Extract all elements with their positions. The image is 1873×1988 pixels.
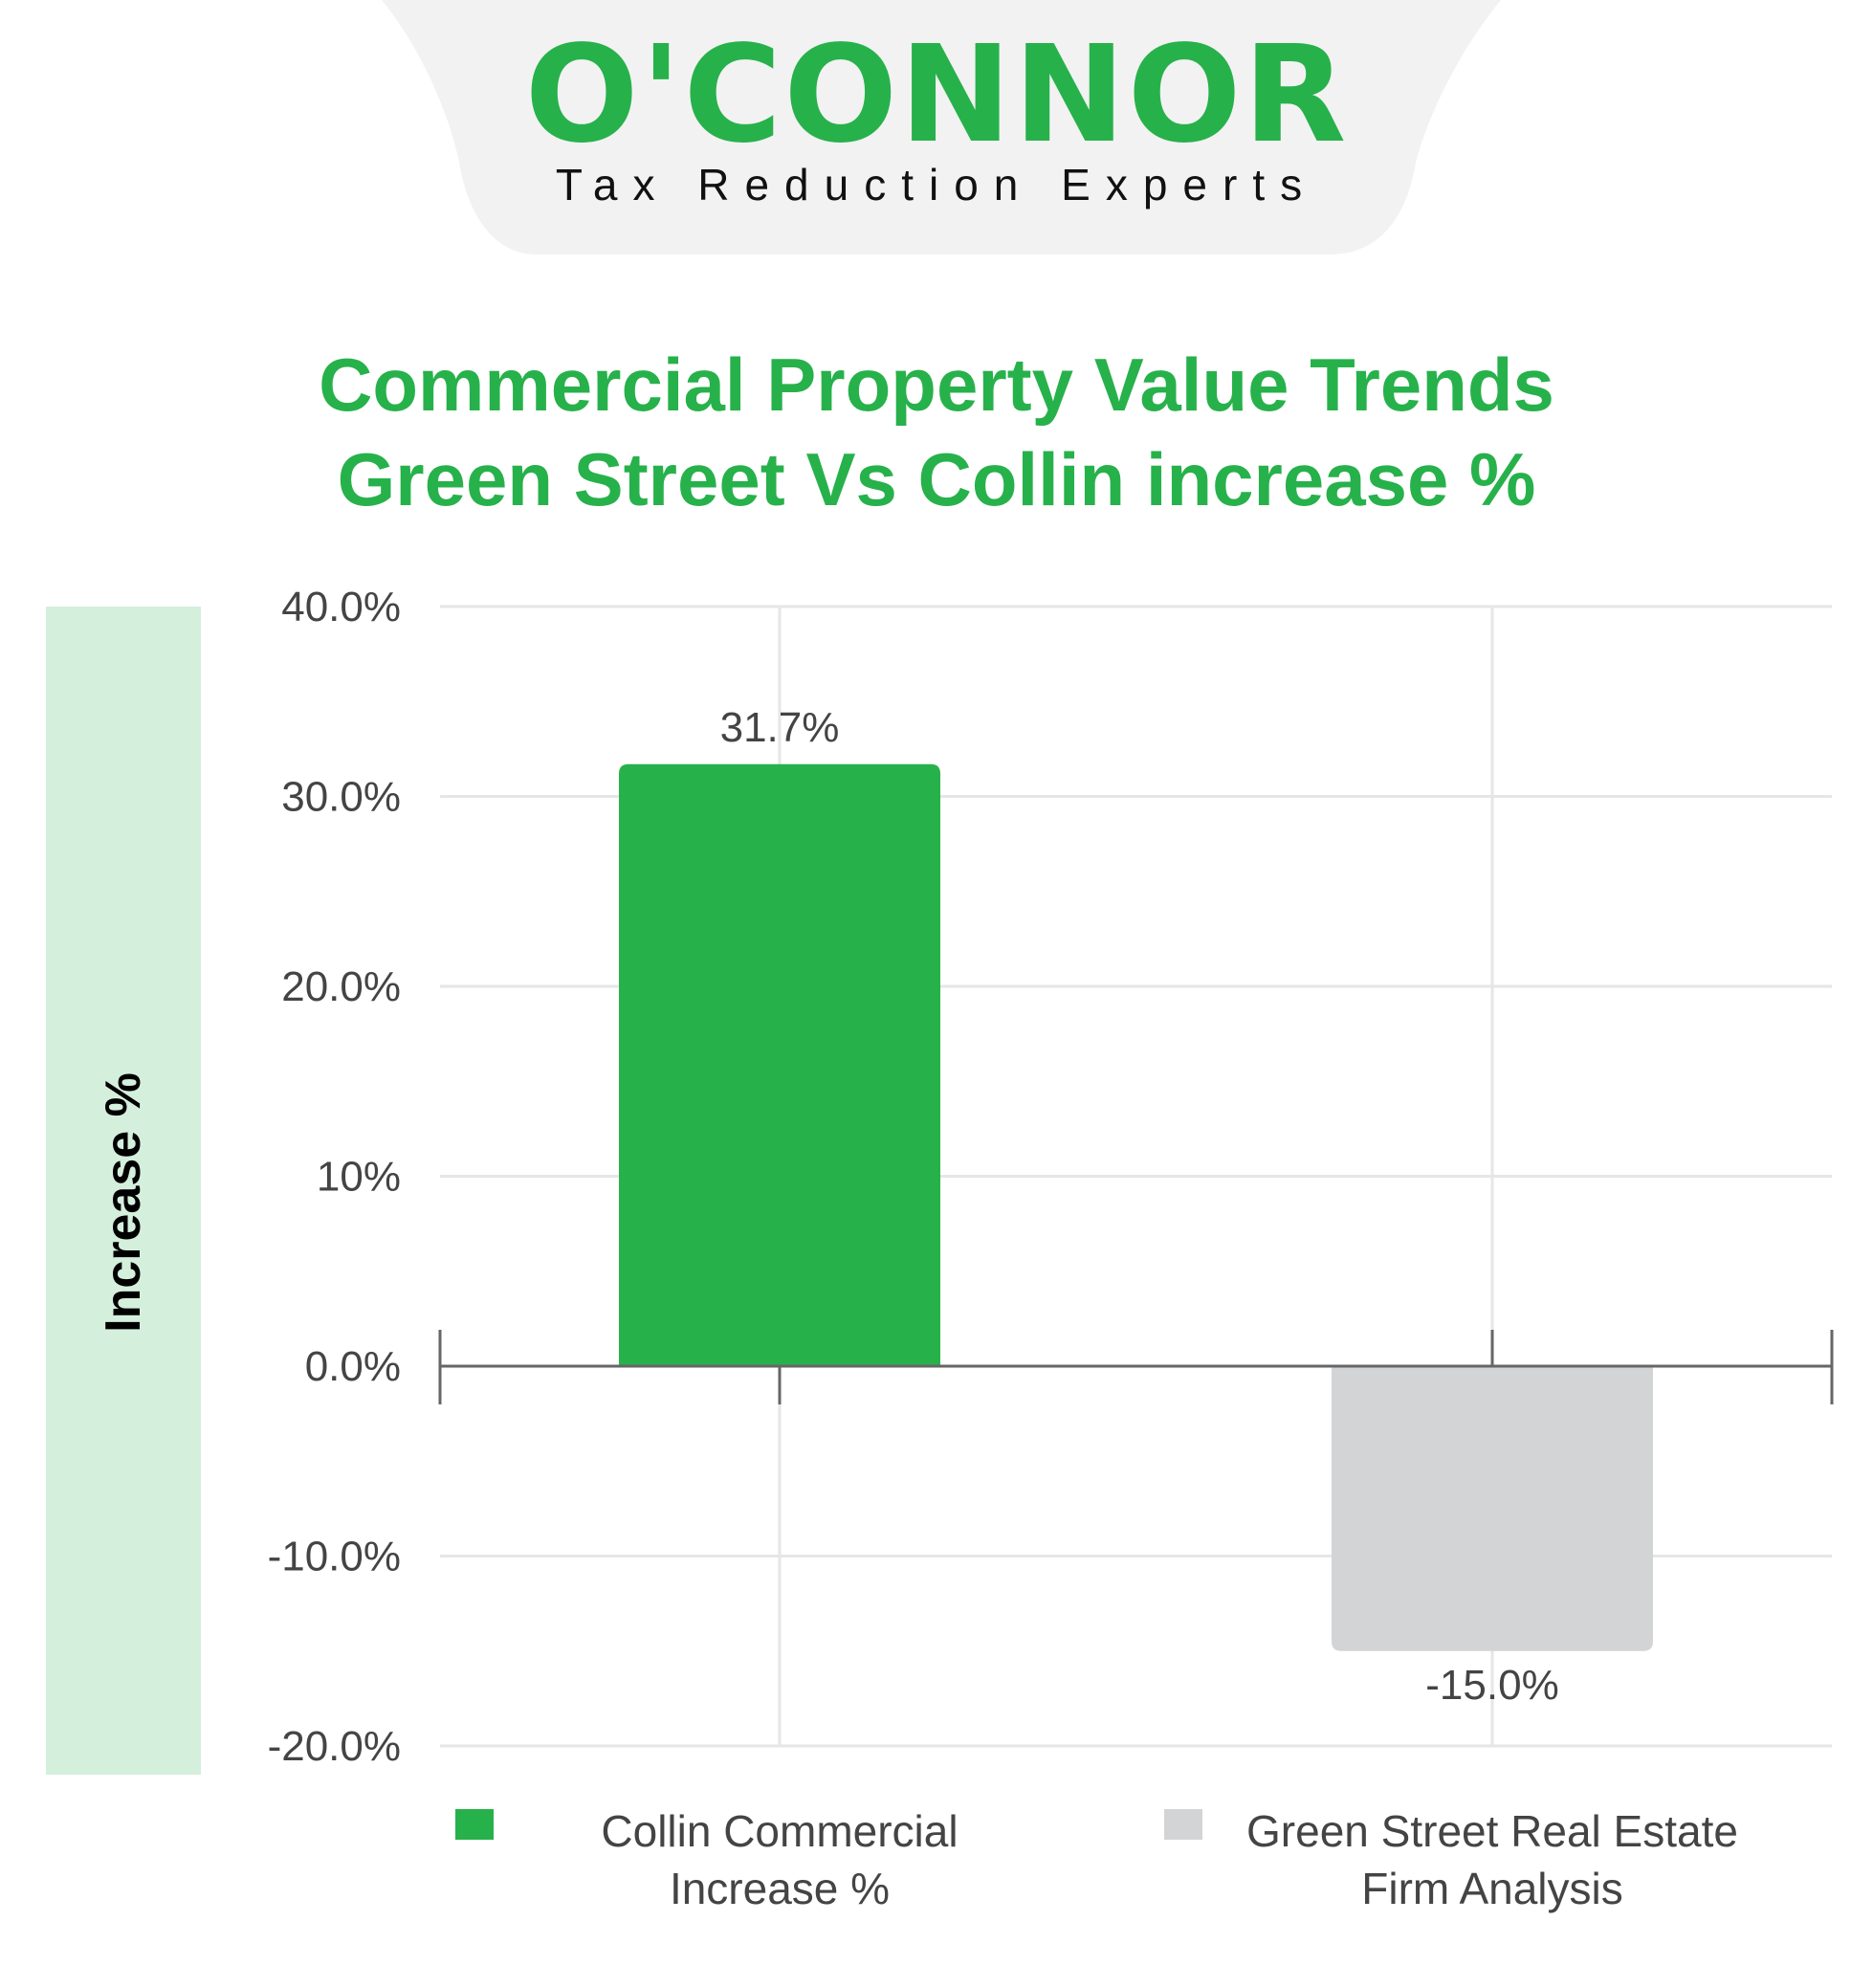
y-tick-label: 20.0% <box>281 963 401 1010</box>
y-axis-panel <box>46 607 201 1775</box>
legend-line: Increase % <box>669 1864 891 1913</box>
chart-title-line2: Green Street Vs Collin increase % <box>337 437 1536 521</box>
y-tick-label: 40.0% <box>281 584 401 630</box>
chart-title-line1: Commercial Property Value Trends <box>319 342 1554 427</box>
legend-label-collin: Collin Commercial Increase % <box>531 1802 1028 1917</box>
bar-0 <box>619 763 940 1366</box>
legend-label-green-street: Green Street Real Estate Firm Analysis <box>1244 1802 1741 1917</box>
brand-tagline: Tax Reduction Experts <box>555 160 1318 210</box>
bar-1 <box>1332 1366 1653 1651</box>
legend-swatch-green-street <box>1164 1809 1202 1840</box>
y-tick-label: 0.0% <box>305 1343 401 1390</box>
y-tick-label: -10.0% <box>268 1534 401 1580</box>
brand-logo: O'CONNOR <box>524 17 1349 173</box>
data-label: -15.0% <box>1425 1662 1558 1709</box>
y-tick-label: -20.0% <box>268 1723 401 1770</box>
legend-line: Collin Commercial <box>601 1806 959 1856</box>
header-background <box>382 0 1501 254</box>
y-tick-label: 30.0% <box>281 774 401 821</box>
y-tick-label: 10% <box>317 1154 401 1201</box>
data-label: 31.7% <box>720 704 840 751</box>
legend-line: Firm Analysis <box>1361 1864 1623 1913</box>
legend-line: Green Street Real Estate <box>1246 1806 1738 1856</box>
legend-swatch-collin <box>455 1809 494 1840</box>
